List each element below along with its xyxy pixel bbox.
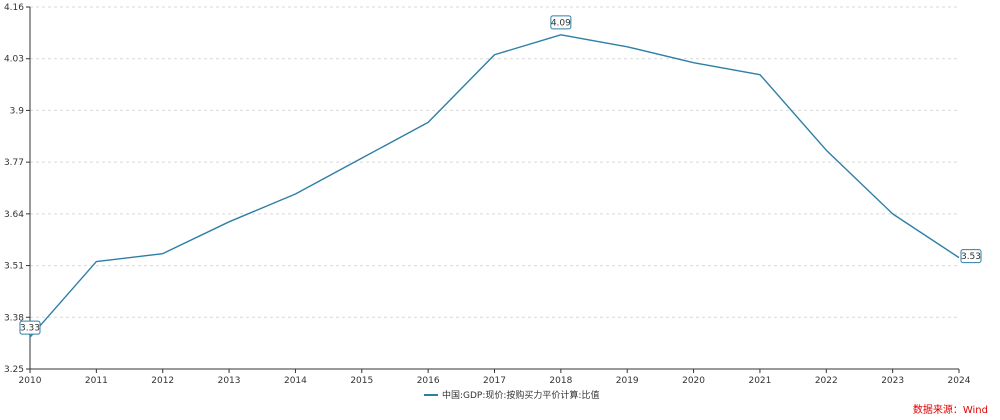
data-label-text: 4.09 bbox=[551, 18, 571, 28]
x-tick-label: 2011 bbox=[85, 376, 108, 386]
y-tick-labels: 3.25 3.38 3.51 3.64 3.77 3.9 4.03 4.16 bbox=[4, 3, 24, 375]
data-label-box bbox=[960, 249, 982, 264]
data-labels: 3.33 4.09 3.53 bbox=[19, 15, 982, 335]
legend-label: 中国:GDP:现价:按购买力平价计算:比值 bbox=[442, 389, 599, 401]
y-tick-label: 4.03 bbox=[4, 55, 24, 65]
x-tick-label: 2015 bbox=[350, 376, 373, 386]
x-tick-label: 2022 bbox=[815, 376, 838, 386]
axes bbox=[26, 6, 960, 373]
legend[interactable]: 中国:GDP:现价:按购买力平价计算:比值 bbox=[424, 389, 599, 401]
x-tick-label: 2014 bbox=[284, 376, 307, 386]
x-tick-label: 2020 bbox=[682, 376, 705, 386]
x-tick-label: 2013 bbox=[218, 376, 241, 386]
x-tick-label: 2012 bbox=[151, 376, 174, 386]
series-lines bbox=[29, 34, 960, 338]
x-tick-label: 2010 bbox=[19, 376, 42, 386]
x-tick-label: 2019 bbox=[616, 376, 639, 386]
y-tick-label: 3.25 bbox=[4, 365, 24, 375]
legend-item[interactable]: 中国:GDP:现价:按购买力平价计算:比值 bbox=[424, 389, 599, 401]
x-tick-label: 2016 bbox=[417, 376, 440, 386]
series-line bbox=[29, 34, 960, 338]
data-label-box bbox=[19, 320, 41, 335]
grid-lines bbox=[30, 6, 959, 318]
y-tick-label: 3.38 bbox=[4, 313, 24, 323]
x-tick-label: 2021 bbox=[748, 376, 771, 386]
source-label: 数据来源：Wind bbox=[913, 403, 988, 416]
y-tick-label: 3.9 bbox=[10, 106, 25, 116]
x-tick-labels: 2010 2011 2012 2013 2014 2015 2016 2017 2018 2019… bbox=[19, 376, 971, 386]
data-label-box bbox=[550, 15, 572, 30]
data-label-text: 3.53 bbox=[961, 252, 981, 262]
x-tick-label: 2023 bbox=[881, 376, 904, 386]
y-tick-label: 3.77 bbox=[4, 158, 24, 168]
x-tick-label: 2024 bbox=[948, 376, 971, 386]
data-label-text: 3.33 bbox=[20, 324, 40, 334]
y-tick-label: 3.64 bbox=[4, 210, 24, 220]
data-label: 4.09 bbox=[550, 15, 572, 30]
x-tick-label: 2018 bbox=[549, 376, 572, 386]
data-label: 3.53 bbox=[960, 249, 982, 264]
y-tick-label: 4.16 bbox=[4, 3, 24, 13]
x-tick-label: 2017 bbox=[483, 376, 506, 386]
data-label: 3.33 bbox=[19, 320, 41, 335]
y-tick-label: 3.51 bbox=[4, 262, 24, 272]
